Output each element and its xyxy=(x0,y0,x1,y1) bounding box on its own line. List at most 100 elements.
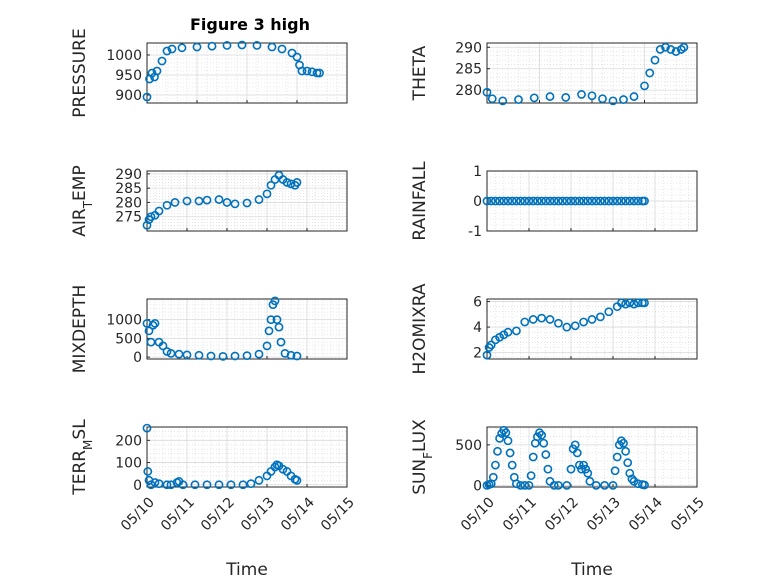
data-point xyxy=(207,41,217,51)
data-point xyxy=(577,90,586,99)
data-point xyxy=(579,196,588,206)
axes-frame xyxy=(486,426,698,488)
data-point xyxy=(142,220,152,230)
data-point xyxy=(270,462,280,472)
plot-area xyxy=(146,170,348,232)
data-point xyxy=(174,349,184,359)
y-tick-label: 1000 xyxy=(106,313,142,329)
data-point xyxy=(490,460,500,470)
data-point xyxy=(640,480,649,490)
data-point xyxy=(596,196,605,206)
subplot-6: 2 4 6 H2OMIXRA xyxy=(410,283,698,375)
data-point xyxy=(177,43,187,53)
y-tick-label: 4 xyxy=(473,320,482,336)
y-tick-label: 290 xyxy=(115,167,142,183)
y-tick-label: 500 xyxy=(455,438,482,454)
data-point xyxy=(575,196,584,206)
data-point xyxy=(549,196,559,206)
y-axis-label: AIRTEMP xyxy=(70,165,95,236)
data-point xyxy=(566,464,576,474)
data-point xyxy=(585,476,595,486)
data-point xyxy=(640,196,649,206)
data-point xyxy=(612,452,622,462)
data-point xyxy=(512,196,521,206)
data-point xyxy=(162,200,172,210)
data-point xyxy=(600,480,609,490)
data-point xyxy=(528,196,538,206)
y-tick-label: 285 xyxy=(455,62,482,78)
data-point xyxy=(246,479,256,489)
data-point xyxy=(516,480,525,490)
data-point xyxy=(238,480,248,490)
data-point xyxy=(142,92,152,102)
data-point xyxy=(572,448,582,458)
data-point xyxy=(596,312,605,322)
data-point xyxy=(535,428,544,438)
data-point xyxy=(629,299,639,309)
x-axis-label: Time xyxy=(570,560,613,580)
data-point xyxy=(143,467,153,476)
data-point xyxy=(267,42,277,52)
data-point xyxy=(583,196,593,206)
data-point xyxy=(486,196,496,206)
data-point xyxy=(230,351,240,361)
data-point xyxy=(621,446,630,456)
data-point xyxy=(549,480,559,490)
data-point xyxy=(587,315,597,324)
data-point xyxy=(561,93,571,102)
data-point xyxy=(262,341,272,351)
data-point xyxy=(533,196,542,206)
data-point xyxy=(292,351,302,361)
data-point xyxy=(277,44,287,54)
plot-area xyxy=(146,298,348,360)
data-point xyxy=(222,198,232,207)
data-point xyxy=(545,315,555,324)
data-point xyxy=(254,195,264,204)
data-point xyxy=(566,196,576,206)
data-point xyxy=(604,196,614,206)
data-point xyxy=(182,350,192,360)
data-point xyxy=(222,41,232,50)
data-point xyxy=(512,326,521,336)
y-axis-label: SUNFLUX xyxy=(410,419,435,495)
data-point xyxy=(495,196,504,206)
data-point xyxy=(499,425,509,435)
data-point xyxy=(486,340,496,350)
data-point xyxy=(297,66,307,76)
data-point xyxy=(655,45,665,54)
data-point xyxy=(562,196,572,206)
data-point xyxy=(541,450,551,459)
y-tick-label: 500 xyxy=(115,331,142,347)
data-point xyxy=(524,480,534,490)
data-point xyxy=(487,94,497,104)
data-point xyxy=(170,198,180,207)
y-axis-label: MIXDEPTH xyxy=(70,285,90,374)
data-point xyxy=(162,46,172,56)
data-point xyxy=(507,460,517,470)
y-tick-label: 285 xyxy=(115,181,142,197)
y-tick-label: 200 xyxy=(115,433,142,449)
x-axis-label: Time xyxy=(225,560,268,580)
data-point xyxy=(218,351,228,361)
data-point xyxy=(604,307,614,317)
data-point xyxy=(495,433,504,443)
data-point xyxy=(537,313,546,323)
data-point xyxy=(539,438,549,448)
data-point xyxy=(146,337,156,347)
y-tick-label: 290 xyxy=(455,40,482,56)
data-point xyxy=(640,81,649,91)
data-point xyxy=(516,196,525,206)
data-point xyxy=(150,318,160,328)
data-point xyxy=(625,468,635,478)
data-point xyxy=(625,298,635,308)
data-point xyxy=(148,320,158,330)
data-point xyxy=(562,322,572,332)
y-tick-label: 275 xyxy=(115,210,142,226)
data-point xyxy=(608,196,618,206)
data-point xyxy=(488,472,498,482)
data-point xyxy=(266,180,276,190)
y-tick-label: 1 xyxy=(473,164,482,180)
y-axis-label: TERRMSL xyxy=(70,419,95,496)
y-axis-label: PRESSURE xyxy=(70,28,90,117)
y-tick-label: 6 xyxy=(473,295,482,311)
